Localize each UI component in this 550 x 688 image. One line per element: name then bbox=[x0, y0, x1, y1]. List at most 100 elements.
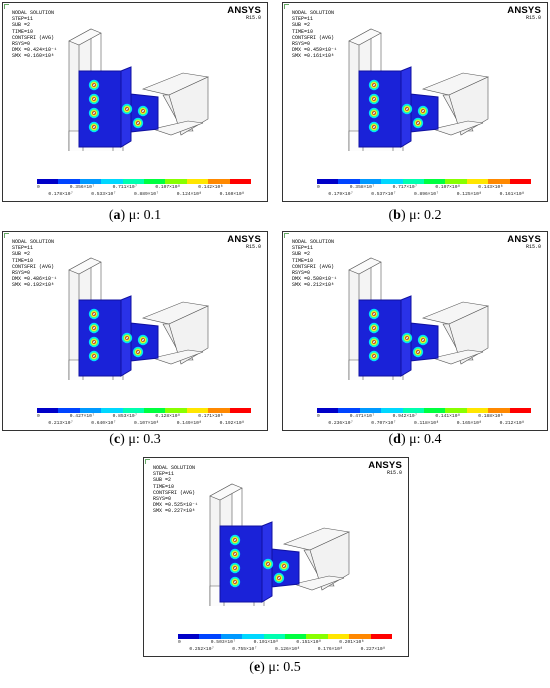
solution-info-line: TIME=10 bbox=[12, 257, 34, 264]
contour-band bbox=[144, 179, 166, 184]
contour-band bbox=[208, 408, 230, 413]
bolt-icon bbox=[88, 121, 100, 133]
legend-value-upper: 0.201×10⁸ bbox=[339, 640, 364, 645]
release-label: R15.0 bbox=[386, 470, 402, 476]
bolt-icon bbox=[368, 350, 380, 362]
solution-info-line: RSYS=0 bbox=[12, 270, 31, 277]
legend-value-upper: 0.107×10⁸ bbox=[435, 185, 461, 190]
solution-info-line: TIME=10 bbox=[292, 257, 314, 264]
contour-band bbox=[509, 408, 532, 413]
contour-band bbox=[466, 408, 489, 413]
legend-value-upper: 0.101×10⁸ bbox=[253, 640, 279, 645]
contour-band bbox=[338, 179, 360, 184]
solution-info: NODAL SOLUTION STEP=11 SUB =2 TIME=10 CONTSF… bbox=[292, 239, 337, 289]
solution-info-line: TIME=10 bbox=[153, 483, 175, 490]
contour-band bbox=[359, 408, 382, 413]
legend-value-lower: 0.107×10⁸ bbox=[134, 421, 159, 426]
caption-letter: (a) bbox=[108, 208, 129, 223]
legend-value-lower: 0.149×10⁸ bbox=[176, 421, 202, 426]
connection-model bbox=[68, 257, 210, 380]
legend-value-upper: 0.358×10⁷ bbox=[349, 185, 375, 190]
solution-info-line: STEP=11 bbox=[12, 16, 34, 23]
beam-bottom-flange bbox=[292, 575, 345, 591]
contour-color-bar bbox=[317, 408, 532, 413]
legend-value-lower: 0.126×10⁸ bbox=[275, 647, 300, 652]
contour-band bbox=[122, 408, 145, 413]
solution-info: NODAL SOLUTION STEP=11 SUB =2 TIME=10 CONTSF… bbox=[292, 10, 337, 60]
caption-text: μ: 0.2 bbox=[409, 208, 442, 223]
bolt-icon bbox=[88, 350, 100, 362]
bolt-icon bbox=[278, 560, 290, 572]
caption-text: μ: 0.5 bbox=[268, 660, 301, 675]
bolt-icon bbox=[88, 308, 100, 320]
solution-info: NODAL SOLUTION STEP=11 SUB =2 TIME=10 CONTSF… bbox=[12, 239, 57, 289]
contour-band bbox=[317, 179, 339, 184]
connection-model bbox=[68, 28, 210, 151]
end-plate bbox=[78, 299, 122, 377]
panel-b: ANSYS R15.0 NODAL SOLUTION STEP=11 SUB =2 TIM… bbox=[282, 2, 548, 202]
contour-band bbox=[79, 179, 102, 184]
solution-info-line: STEP=11 bbox=[292, 245, 314, 252]
solution-info-line: DMX =0.424×10⁻¹ bbox=[12, 47, 58, 54]
solution-info-line: CONTSFRI (AVG) bbox=[292, 34, 335, 41]
corner-mark-icon bbox=[284, 233, 289, 238]
solution-info-line: SUB =2 bbox=[12, 251, 31, 258]
caption-letter: (d) bbox=[388, 432, 410, 447]
contour-band bbox=[186, 179, 209, 184]
legend-value-upper: 0.188×10⁸ bbox=[478, 414, 503, 419]
bolt-icon bbox=[88, 93, 100, 105]
panel-caption: (b) μ: 0.2 bbox=[355, 208, 475, 224]
solution-info-line: RSYS=0 bbox=[292, 41, 311, 48]
solution-info: NODAL SOLUTION STEP=11 SUB =2 TIME=10 CONTSF… bbox=[12, 10, 57, 60]
bolt-icon bbox=[229, 562, 241, 574]
end-plate bbox=[78, 70, 122, 148]
solution-info-line: DMX =0.459×10⁻¹ bbox=[292, 47, 338, 54]
contour-band bbox=[488, 408, 510, 413]
bolt-icon bbox=[132, 346, 144, 358]
solution-info-line: STEP=11 bbox=[12, 245, 34, 252]
legend-value-lower: 0.212×10⁸ bbox=[499, 421, 525, 426]
bolt-icon bbox=[417, 105, 429, 117]
solution-info-line: SMX =0.161×10⁸ bbox=[292, 53, 335, 60]
beam-bottom-flange bbox=[151, 120, 204, 136]
legend-value-lower: 0.165×10⁸ bbox=[456, 421, 482, 426]
legend-value-upper: 0.427×10⁷ bbox=[69, 414, 95, 419]
solution-info-line: CONTSFRI (AVG) bbox=[12, 34, 55, 41]
contour-color-bar bbox=[37, 179, 252, 184]
solution-info-line: NODAL SOLUTION bbox=[12, 239, 55, 245]
caption-letter-text: d bbox=[393, 432, 401, 447]
contour-band bbox=[445, 179, 467, 184]
caption-letter: (c) bbox=[109, 432, 129, 447]
contour-band bbox=[178, 634, 200, 639]
bolt-icon bbox=[412, 346, 424, 358]
contour-band bbox=[242, 634, 264, 639]
release-label: R15.0 bbox=[525, 15, 541, 21]
connection-model bbox=[348, 28, 490, 151]
beam-bottom-flange bbox=[151, 349, 204, 365]
legend-value-upper: 0.717×10⁷ bbox=[392, 185, 418, 190]
corner-mark-icon bbox=[4, 233, 9, 238]
legend-value-lower: 0.192×10⁸ bbox=[219, 421, 245, 426]
bolt-icon bbox=[368, 336, 380, 348]
legend-value-lower: 0.889×10⁷ bbox=[134, 192, 159, 197]
solution-info-line: SUB =2 bbox=[292, 22, 311, 29]
solution-info-line: DMX =0.525×10⁻¹ bbox=[153, 502, 199, 509]
contour-band bbox=[381, 408, 403, 413]
contour-color-bar bbox=[178, 634, 393, 639]
legend-value-upper: 0.853×10⁷ bbox=[112, 414, 138, 419]
bolt-icon bbox=[121, 332, 133, 344]
legend-value-lower: 0.124×10⁸ bbox=[176, 192, 202, 197]
release-label: R15.0 bbox=[245, 15, 261, 21]
contour-band bbox=[37, 408, 59, 413]
solution-info-line: STEP=11 bbox=[292, 16, 314, 23]
contour-color-bar bbox=[317, 179, 532, 184]
solution-info-line: NODAL SOLUTION bbox=[153, 465, 196, 471]
solution-info-line: NODAL SOLUTION bbox=[292, 10, 335, 16]
solution-info-line: SMX =0.160×10⁸ bbox=[12, 53, 55, 60]
contour-legend: 0 0.503×10⁷ 0.101×10⁸ 0.151×10⁸ 0.201×10⁸ 0.2… bbox=[144, 630, 408, 656]
legend-value-lower: 0.236×10⁷ bbox=[328, 421, 354, 426]
connection-model bbox=[348, 257, 490, 380]
solution-info-line: TIME=10 bbox=[12, 28, 34, 35]
contour-band bbox=[381, 179, 403, 184]
contour-band bbox=[199, 634, 221, 639]
